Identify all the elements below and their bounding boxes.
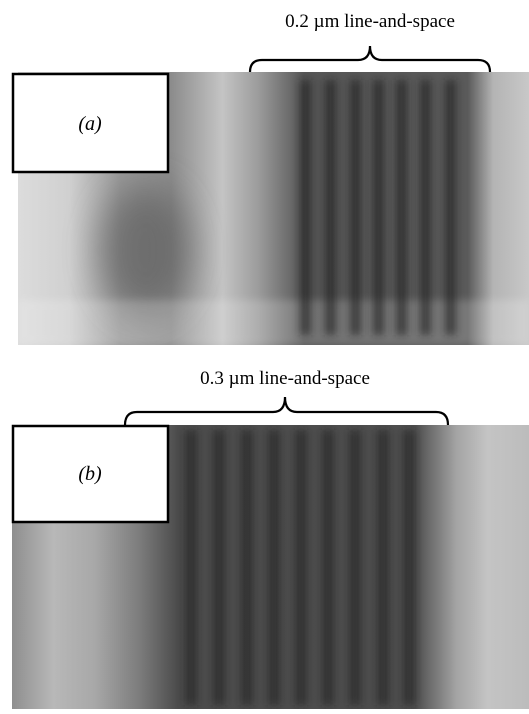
caption: 0.3 µm line-and-space: [200, 368, 370, 389]
panel-label: (b): [78, 463, 102, 485]
panel-label: (a): [78, 113, 102, 135]
brace: [250, 46, 490, 72]
figure: 0.2 µm line-and-space (a) 0.3 µm line-an…: [0, 0, 529, 709]
brace: [125, 397, 448, 425]
panel-a: 0.2 µm line-and-space (a): [13, 11, 529, 345]
caption: 0.2 µm line-and-space: [285, 11, 455, 32]
panel-b: 0.3 µm line-and-space (b): [12, 368, 529, 709]
